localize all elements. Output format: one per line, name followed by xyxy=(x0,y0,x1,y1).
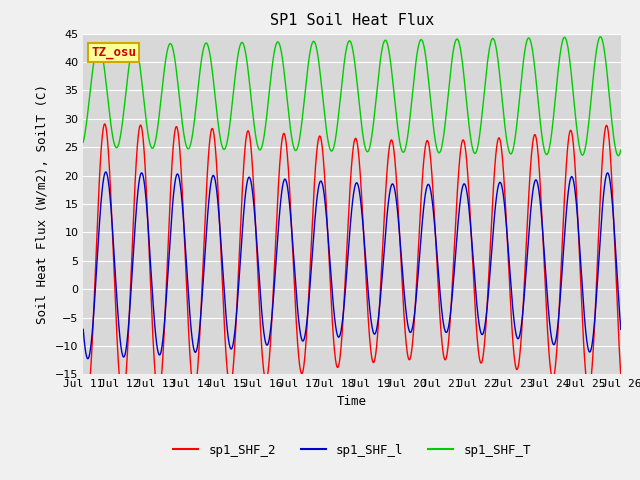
sp1_SHF_l xyxy=(617,326,625,332)
sp1_SHF_l xyxy=(607,182,614,188)
sp1_SHF_T xyxy=(173,68,180,74)
sp1_SHF_l xyxy=(84,356,92,361)
Line: sp1_SHF_l: sp1_SHF_l xyxy=(83,172,621,359)
sp1_SHF_T xyxy=(79,140,87,145)
sp1_SHF_2 xyxy=(617,372,625,378)
Line: sp1_SHF_2: sp1_SHF_2 xyxy=(83,124,621,401)
sp1_SHF_T xyxy=(596,34,604,40)
sp1_SHF_l xyxy=(173,172,180,178)
sp1_SHF_2 xyxy=(549,376,557,382)
sp1_SHF_T xyxy=(607,104,614,110)
X-axis label: Time: Time xyxy=(337,395,367,408)
sp1_SHF_2 xyxy=(607,156,614,162)
sp1_SHF_T xyxy=(614,153,622,158)
sp1_SHF_T xyxy=(285,117,293,123)
sp1_SHF_l xyxy=(102,169,109,175)
sp1_SHF_T xyxy=(309,39,317,45)
sp1_SHF_l xyxy=(141,184,148,190)
sp1_SHF_l xyxy=(286,203,294,209)
sp1_SHF_2 xyxy=(173,124,180,130)
sp1_SHF_2 xyxy=(141,159,148,165)
Y-axis label: Soil Heat Flux (W/m2), SoilT (C): Soil Heat Flux (W/m2), SoilT (C) xyxy=(36,84,49,324)
Legend: sp1_SHF_2, sp1_SHF_l, sp1_SHF_T: sp1_SHF_2, sp1_SHF_l, sp1_SHF_T xyxy=(168,439,536,462)
sp1_SHF_T xyxy=(548,125,556,131)
sp1_SHF_l xyxy=(79,326,87,332)
sp1_SHF_2 xyxy=(79,372,87,378)
sp1_SHF_2 xyxy=(101,121,109,127)
Text: TZ_osu: TZ_osu xyxy=(92,46,136,59)
Line: sp1_SHF_T: sp1_SHF_T xyxy=(83,37,621,156)
sp1_SHF_T xyxy=(617,147,625,153)
sp1_SHF_T xyxy=(141,103,148,109)
sp1_SHF_l xyxy=(309,241,317,247)
Title: SP1 Soil Heat Flux: SP1 Soil Heat Flux xyxy=(270,13,434,28)
sp1_SHF_2 xyxy=(286,188,294,194)
sp1_SHF_2 xyxy=(309,206,317,212)
sp1_SHF_2 xyxy=(83,398,91,404)
sp1_SHF_l xyxy=(549,340,557,346)
